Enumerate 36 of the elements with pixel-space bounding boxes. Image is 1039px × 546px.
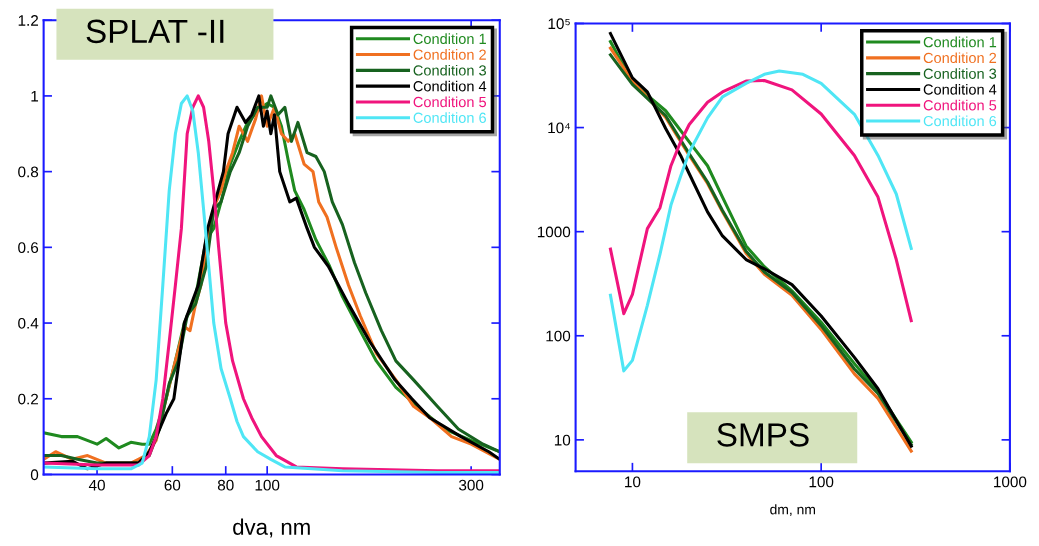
y-tick-label: 0.2	[18, 393, 39, 405]
legend-label: Condition 5	[413, 96, 487, 108]
annotation: SMPS	[717, 423, 809, 447]
legend-label: Condition 1	[413, 33, 486, 45]
y-tick-label: 0.8	[18, 166, 39, 178]
legend-label: Condition 3	[413, 64, 486, 76]
y-tick-label: 0.4	[18, 317, 39, 329]
legend-label: Condition 4	[413, 80, 487, 92]
y-tick-label: 0.6	[18, 242, 39, 254]
legend-label: Condition 6	[413, 112, 486, 123]
x-tick-label: 10	[625, 476, 641, 488]
legend-label: Condition 1	[923, 36, 997, 48]
legend-label: Condition 4	[923, 83, 997, 95]
x-tick-label: 100	[809, 476, 834, 488]
y-tick-label: 1.2	[18, 15, 39, 26]
x-tick-label: 1000	[994, 476, 1027, 488]
legend-label: Condition 5	[923, 99, 997, 111]
legend-label: Condition 3	[923, 68, 997, 79]
legend-label: Condition 2	[923, 52, 997, 64]
y-tick-label: 10	[554, 434, 571, 446]
x-axis-title: dva, nm	[233, 518, 310, 538]
legend-label: Condition 2	[413, 49, 486, 60]
y-tick-label: 1000	[537, 226, 571, 238]
legend-label: Condition 6	[923, 115, 997, 127]
annotation: SPLAT -II	[86, 19, 224, 44]
x-tick-label: 60	[164, 479, 181, 491]
x-tick-label: 80	[217, 479, 234, 491]
y-tick-label: 10⁵	[548, 18, 570, 30]
x-axis-title: dm, nm	[770, 504, 815, 517]
x-tick-label: 100	[255, 479, 280, 491]
x-tick-label: 40	[88, 479, 105, 491]
y-tick-label: 10⁴	[548, 122, 570, 134]
y-tick-label: 1	[31, 90, 39, 102]
y-tick-label: 100	[546, 330, 571, 342]
y-tick-label: 0	[30, 469, 39, 481]
x-tick-label: 300	[458, 479, 484, 491]
